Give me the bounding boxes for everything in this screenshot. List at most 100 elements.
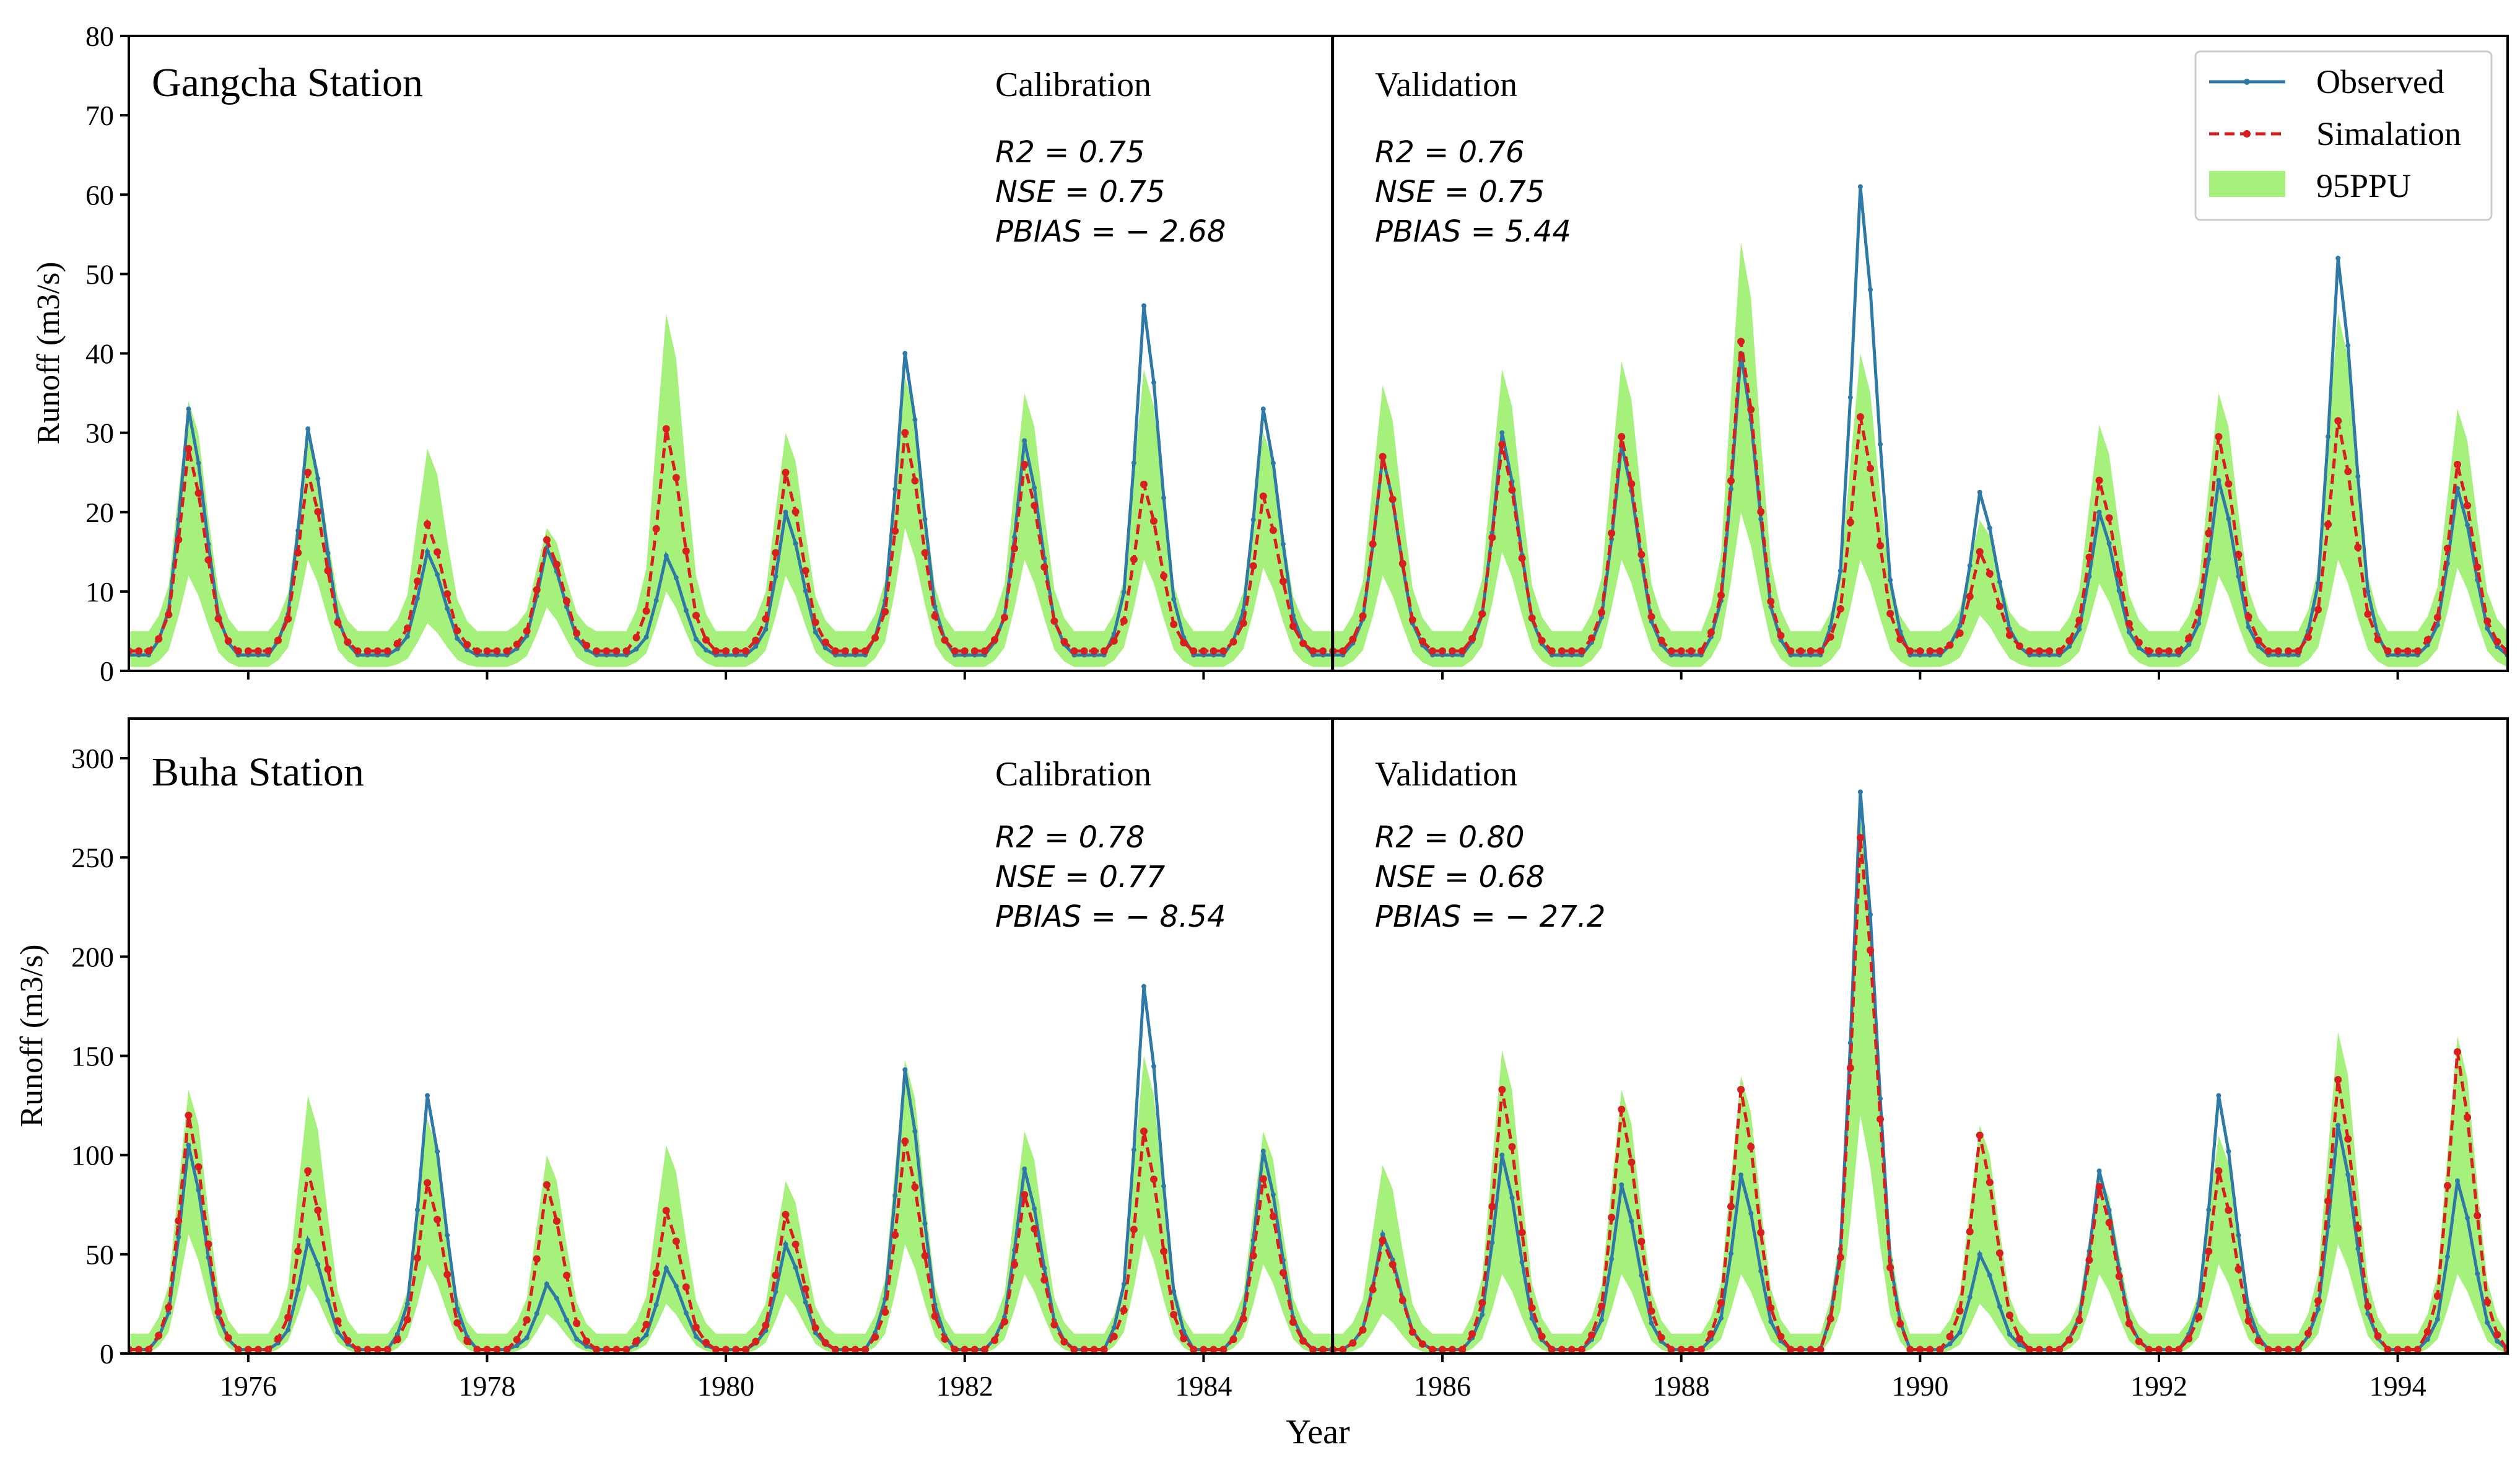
simulation-point (1697, 1345, 1705, 1353)
y-tick-label: 200 (71, 941, 114, 973)
simulation-point (911, 477, 919, 485)
simulation-point (1190, 647, 1198, 655)
simulation-point (1289, 1318, 1297, 1326)
simulation-point (2115, 1272, 2123, 1280)
simulation-point (1757, 1228, 1765, 1236)
observed-point (2345, 343, 2351, 348)
observed-point (2425, 642, 2430, 648)
simulation-point (1468, 635, 1476, 642)
observed-point (2444, 1254, 2450, 1259)
simulation-point (2394, 647, 2402, 655)
simulation-point (155, 635, 163, 643)
simulation-point (652, 1269, 660, 1277)
simulation-point (2016, 642, 2023, 650)
observed-point (1131, 1147, 1136, 1153)
simulation-point (244, 1345, 252, 1353)
simulation-point (613, 647, 621, 655)
simulation-point (1299, 1337, 1307, 1345)
observed-point (643, 634, 649, 640)
simulation-point (682, 1283, 690, 1291)
y-tick-label: 300 (71, 743, 114, 774)
simulation-point (165, 1303, 173, 1311)
y-tick-label: 250 (71, 842, 114, 873)
simulation-point (473, 1345, 481, 1353)
simulation-points-gangcha (129, 338, 2508, 655)
simulation-point (772, 1271, 780, 1279)
simulation-point (1239, 1315, 1247, 1323)
observed-point (753, 644, 759, 649)
simulation-point (1060, 1338, 1068, 1346)
simulation-point (632, 1337, 640, 1345)
observed-point (315, 1262, 321, 1267)
observed-point (1480, 1312, 1485, 1318)
simulation-point (1498, 440, 1506, 448)
simulation-point (2095, 476, 2103, 484)
simulation-point (523, 1316, 531, 1324)
simulation-point (1995, 602, 2003, 610)
simulation-point (1867, 947, 1874, 954)
simulation-point (2304, 1329, 2312, 1337)
simulation-point (1090, 1345, 1098, 1353)
simulation-point (453, 1319, 461, 1327)
y-axis-gangcha: 0 10 20 30 40 50 60 70 80 (85, 20, 129, 687)
observed-point (1489, 530, 1495, 536)
simulation-point (175, 536, 183, 544)
simulation-point (2413, 647, 2422, 655)
simulation-point (1398, 559, 1406, 567)
simulation-point (1528, 614, 1536, 622)
simulation-point (1995, 1249, 2003, 1257)
simulation-point (1408, 1328, 1416, 1336)
simulation-point (1598, 608, 1606, 616)
simulation-point (2474, 1212, 2482, 1220)
simulation-point (921, 1252, 929, 1260)
simulation-point (652, 525, 660, 533)
simulation-point (891, 1231, 899, 1239)
simulation-point (1349, 1339, 1357, 1347)
simulation-point (294, 1248, 302, 1255)
observed-point (1171, 597, 1177, 602)
observed-point (305, 1238, 311, 1243)
simulation-point (1090, 647, 1098, 655)
simulation-point (364, 1345, 372, 1353)
simulation-point (214, 614, 222, 623)
observed-point (2485, 1320, 2490, 1325)
simulation-point (2175, 647, 2183, 655)
simulation-point (2294, 647, 2302, 655)
simulation-point (254, 647, 262, 655)
simulation-point (1548, 647, 1556, 655)
simulation-point (1339, 1345, 1347, 1353)
simulation-point (1180, 639, 1188, 647)
simulation-point (1598, 1302, 1606, 1310)
simulation-point (2125, 1319, 2133, 1327)
simulation-point (2026, 647, 2034, 655)
simulation-point (224, 1334, 232, 1342)
observed-point (1847, 395, 1853, 400)
simulation-point (2005, 631, 2013, 639)
simulation-point (2264, 647, 2272, 655)
observed-point (435, 1148, 440, 1154)
simulation-point (194, 1163, 203, 1171)
simulation-point (324, 1265, 332, 1273)
simulation-point (1269, 527, 1277, 535)
simulation-point (1677, 1345, 1685, 1353)
observed-point (1499, 1152, 1505, 1158)
observed-point (2435, 1316, 2440, 1322)
simulation-point (1140, 480, 1148, 488)
simulation-point (2274, 647, 2282, 655)
observed-point (683, 1310, 689, 1316)
simulation-point (1001, 1318, 1008, 1326)
simulation-point (1558, 1345, 1566, 1353)
observed-point (295, 1287, 301, 1292)
simulation-point (453, 627, 461, 635)
simulation-point (334, 618, 342, 626)
observed-point (564, 1318, 569, 1323)
observed-point (1868, 287, 1873, 292)
validation-nse-gangcha: NSE = 0.75 (1375, 175, 1545, 209)
observed-point (1868, 912, 1873, 917)
observed-point (404, 1301, 410, 1306)
simulation-point (1677, 647, 1685, 655)
simulation-point (1120, 617, 1128, 625)
simulation-point (1120, 1306, 1128, 1314)
simulation-point (1906, 647, 1914, 655)
